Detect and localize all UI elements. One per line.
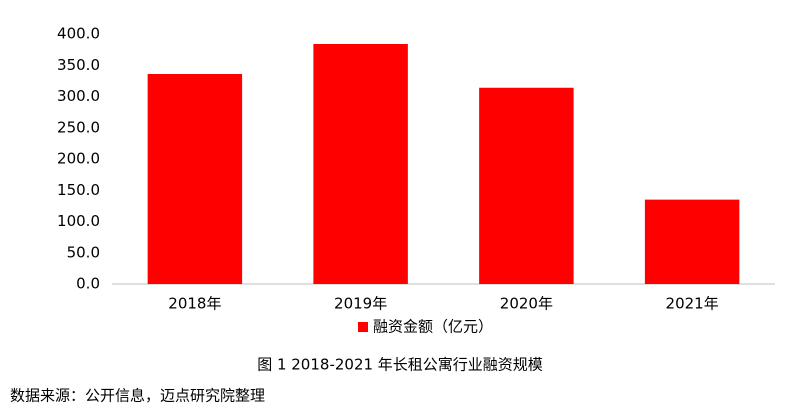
y-tick-label: 50.0 [67,243,100,261]
y-tick-label: 200.0 [57,150,100,168]
legend-label: 融资金额（亿元） [373,318,493,336]
y-tick-label: 250.0 [57,118,100,136]
y-tick-label: 350.0 [57,56,100,74]
y-tick-label: 0.0 [76,275,100,293]
y-tick-label: 400.0 [57,25,100,43]
bar [147,74,243,284]
x-tick-label: 2018年 [168,295,221,313]
bar [313,44,408,284]
y-tick-label: 150.0 [57,181,100,199]
y-tick-label: 100.0 [57,212,100,230]
bar [479,87,574,284]
source-note: 数据来源：公开信息，迈点研究院整理 [10,387,265,405]
y-tick-label: 300.0 [57,87,100,105]
x-tick-label: 2020年 [500,295,553,313]
legend-swatch [358,322,368,332]
chart-caption: 图 1 2018-2021 年长租公寓行业融资规模 [257,356,543,374]
bar [644,199,740,284]
x-tick-label: 2019年 [334,295,387,313]
x-tick-label: 2021年 [666,295,719,313]
